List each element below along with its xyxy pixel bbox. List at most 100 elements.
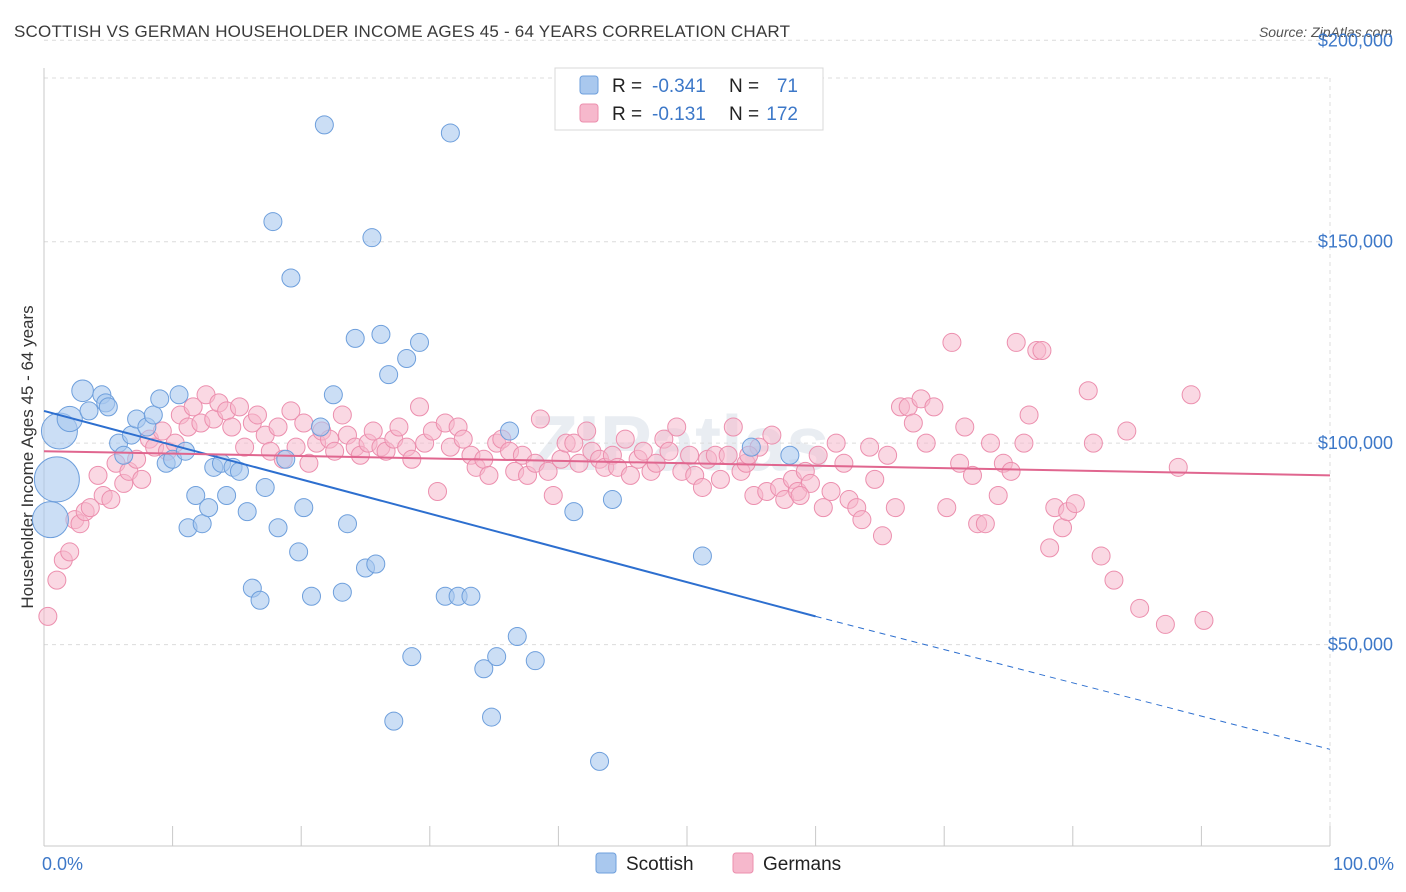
german-point — [878, 445, 898, 465]
scottish-point — [500, 421, 520, 441]
legend-r-label-scottish: R = — [612, 76, 642, 97]
legend-box: R = -0.341 N = 71 R = -0.131 N = 172 — [554, 67, 824, 131]
scottish-point — [384, 711, 404, 731]
german-point — [402, 449, 422, 469]
german-point — [860, 437, 880, 457]
scottish-point — [366, 554, 386, 574]
german-point — [659, 441, 679, 461]
legend-r-value-german: -0.131 — [652, 104, 706, 125]
german-point — [235, 437, 255, 457]
y-tick-label: $150,000 — [1318, 232, 1393, 252]
scottish-point — [602, 490, 622, 510]
german-point — [916, 433, 936, 453]
legend-n-label-scottish: N = — [729, 76, 759, 97]
german-point — [723, 417, 743, 437]
german-point — [453, 429, 473, 449]
german-point — [294, 413, 314, 433]
scottish-point — [150, 389, 170, 409]
german-point — [1019, 405, 1039, 425]
german-point — [692, 477, 712, 497]
scottish-point — [255, 477, 275, 497]
german-point — [183, 397, 203, 417]
german-point — [1130, 598, 1150, 618]
legend-n-label-german: N = — [729, 104, 759, 125]
scottish-point — [590, 751, 610, 771]
german-point — [808, 445, 828, 465]
legend-frame — [554, 67, 824, 131]
german-point — [813, 498, 833, 518]
german-point — [47, 570, 67, 590]
scottish-point — [268, 518, 288, 538]
scottish-point — [482, 707, 502, 727]
scottish-trend-extension — [815, 615, 1331, 750]
german-point — [1065, 494, 1085, 514]
german-point — [834, 453, 854, 473]
german-point — [667, 417, 687, 437]
german-point — [1117, 421, 1137, 441]
bottom-legend-swatch-scottish — [595, 852, 617, 874]
german-point — [1006, 332, 1026, 352]
german-point — [975, 514, 995, 534]
german-point — [790, 486, 810, 506]
german-point — [363, 421, 383, 441]
german-point — [852, 510, 872, 530]
scottish-point — [33, 456, 80, 503]
german-point — [281, 401, 301, 421]
bottom-legend: Scottish Germans — [595, 852, 841, 875]
scottish-point — [410, 332, 430, 352]
legend-r-value-scottish: -0.341 — [652, 76, 706, 97]
scottish-point — [289, 542, 309, 562]
x-axis-ticks — [43, 826, 1331, 846]
scottish-point — [71, 379, 94, 403]
scottish-point — [114, 445, 134, 465]
y-tick-labels: $50,000 $100,000 $150,000 $200,000 — [1318, 30, 1393, 654]
german-point — [564, 433, 584, 453]
german-point — [1032, 340, 1052, 360]
scottish-point — [332, 582, 352, 602]
y-axis-label: Householder Income Ages 45 - 64 years — [18, 305, 37, 608]
german-point — [1194, 610, 1214, 630]
scottish-point — [314, 115, 334, 135]
german-point — [1014, 433, 1034, 453]
scottish-point — [79, 401, 99, 421]
scottish-point — [337, 514, 357, 534]
scottish-point — [281, 268, 301, 288]
german-point — [872, 526, 892, 546]
german-point — [530, 409, 550, 429]
german-point — [479, 465, 499, 485]
scottish-point — [250, 590, 270, 610]
scottish-point — [345, 328, 365, 348]
german-point — [1104, 570, 1124, 590]
scottish-trend-line — [43, 409, 816, 618]
german-point — [569, 453, 589, 473]
german-point — [988, 486, 1008, 506]
scottish-point — [402, 647, 422, 667]
scottish-point — [186, 486, 206, 506]
german-point — [428, 481, 448, 501]
german-point — [299, 453, 319, 473]
german-point — [800, 473, 820, 493]
german-point — [38, 606, 58, 626]
scottish-point — [294, 498, 314, 518]
x-tick-label-max: 100.0% — [1333, 854, 1394, 874]
german-point — [680, 445, 700, 465]
scottish-point — [276, 449, 296, 469]
scottish-point — [237, 502, 257, 522]
german-point — [229, 397, 249, 417]
german-point — [543, 486, 563, 506]
y-tick-label: $200,000 — [1318, 30, 1393, 50]
bottom-legend-label-scottish: Scottish — [626, 854, 694, 875]
german-point — [1181, 385, 1201, 405]
scottish-point — [362, 228, 382, 248]
legend-r-label-german: R = — [612, 104, 642, 125]
scottish-point — [199, 498, 219, 518]
bottom-legend-swatch-german — [732, 852, 754, 874]
scottish-point — [507, 627, 527, 647]
german-point — [268, 417, 288, 437]
german-point — [903, 413, 923, 433]
german-point — [865, 469, 885, 489]
german-point — [1083, 433, 1103, 453]
german-point — [937, 498, 957, 518]
legend-n-value-scottish: 71 — [777, 76, 798, 97]
scottish-point — [371, 324, 391, 344]
